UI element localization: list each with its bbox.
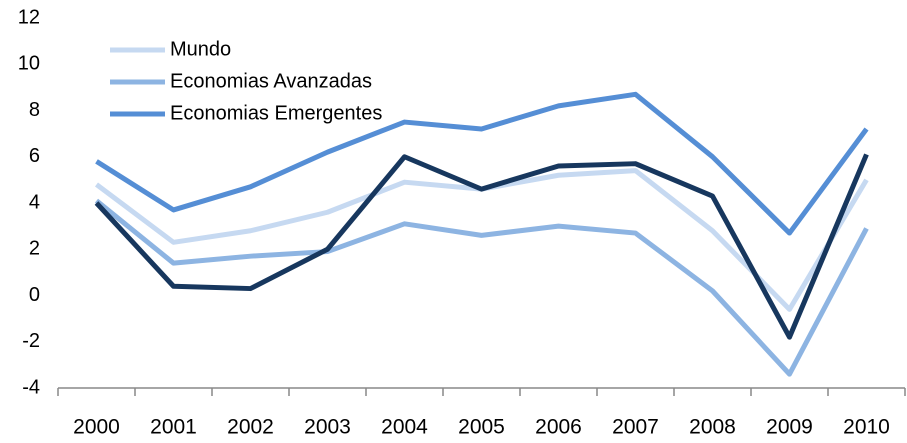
series-line [94,198,869,377]
x-tick-label: 2008 [689,416,736,439]
x-tick-label: 2000 [73,416,120,439]
y-tick-label: 2 [29,238,40,260]
y-tick-label: 8 [29,99,40,121]
x-tick-label: 2006 [535,416,582,439]
y-tick-label: -2 [22,330,40,352]
y-tick-label: -4 [22,376,40,398]
x-tick-label: 2001 [150,416,197,439]
y-tick-label: 12 [18,6,40,28]
y-tick-label: 10 [18,53,40,75]
x-tick-label: 2007 [612,416,659,439]
x-tick-label: 2004 [381,416,428,439]
legend-label: Economias Avanzadas [170,70,372,92]
y-tick-label: 0 [29,284,40,306]
x-tick-label: 2002 [227,416,274,439]
legend-label: Economias Emergentes [170,102,382,124]
legend-label: Mundo [170,38,231,60]
y-tick-label: 4 [29,191,40,213]
series-line [94,153,869,340]
x-tick-label: 2010 [843,416,890,439]
series-line [95,91,869,236]
x-tick-label: 2003 [304,416,351,439]
x-tick-label: 2009 [766,416,813,439]
x-tick-label: 2005 [458,416,505,439]
y-tick-label: 6 [29,145,40,167]
